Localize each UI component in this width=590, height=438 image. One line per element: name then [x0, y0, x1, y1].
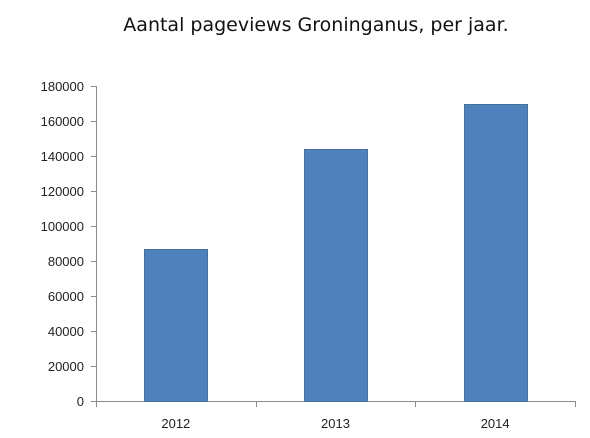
- y-tick-label: 180000: [41, 79, 84, 94]
- y-tick-label: 140000: [41, 149, 84, 164]
- x-tick-label: 2013: [321, 416, 350, 431]
- chart-title: Aantal pageviews Groninganus, per jaar.: [123, 14, 508, 36]
- y-tick-label: 20000: [48, 359, 84, 374]
- x-axis: 2012 2013 2014: [96, 401, 576, 431]
- y-tick-label: 160000: [41, 114, 84, 129]
- bar-2013: [304, 149, 368, 402]
- x-tick-label: 2014: [481, 416, 510, 431]
- bars: [144, 104, 528, 402]
- y-tick-label: 100000: [41, 219, 84, 234]
- bar-2014: [464, 104, 528, 402]
- x-tick-label: 2012: [161, 416, 190, 431]
- y-axis: 0 20000 40000 60000 80000 100000 120000 140000 1…: [41, 79, 97, 409]
- bar-2012: [144, 249, 208, 402]
- y-tick-label: 80000: [48, 254, 84, 269]
- y-tick-label: 0: [77, 394, 84, 409]
- y-tick-label: 40000: [48, 324, 84, 339]
- y-tick-label: 60000: [48, 289, 84, 304]
- y-tick-label: 120000: [41, 184, 84, 199]
